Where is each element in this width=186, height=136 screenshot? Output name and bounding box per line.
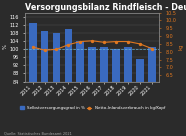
Y-axis label: kg: kg bbox=[178, 44, 183, 50]
Bar bbox=[41, 31, 48, 136]
Bar bbox=[65, 29, 72, 136]
Bar bbox=[112, 49, 120, 136]
Bar bbox=[100, 47, 108, 136]
Bar bbox=[53, 33, 60, 136]
Text: Quelle: Statistisches Bundesamt 2021: Quelle: Statistisches Bundesamt 2021 bbox=[4, 131, 72, 135]
Y-axis label: %: % bbox=[3, 45, 8, 50]
Bar bbox=[29, 23, 36, 136]
Bar bbox=[124, 47, 132, 136]
Bar bbox=[136, 59, 144, 136]
Legend: Selbstversorgungsgrad in %, Netto-Inlandsverbrauch in kg/Kopf: Selbstversorgungsgrad in %, Netto-Inland… bbox=[18, 104, 167, 112]
Bar bbox=[76, 41, 84, 136]
Bar bbox=[148, 47, 156, 136]
Bar bbox=[88, 47, 96, 136]
Text: Versorgungsbilanz Rindfleisch - Deutschland: Versorgungsbilanz Rindfleisch - Deutschl… bbox=[25, 3, 186, 12]
